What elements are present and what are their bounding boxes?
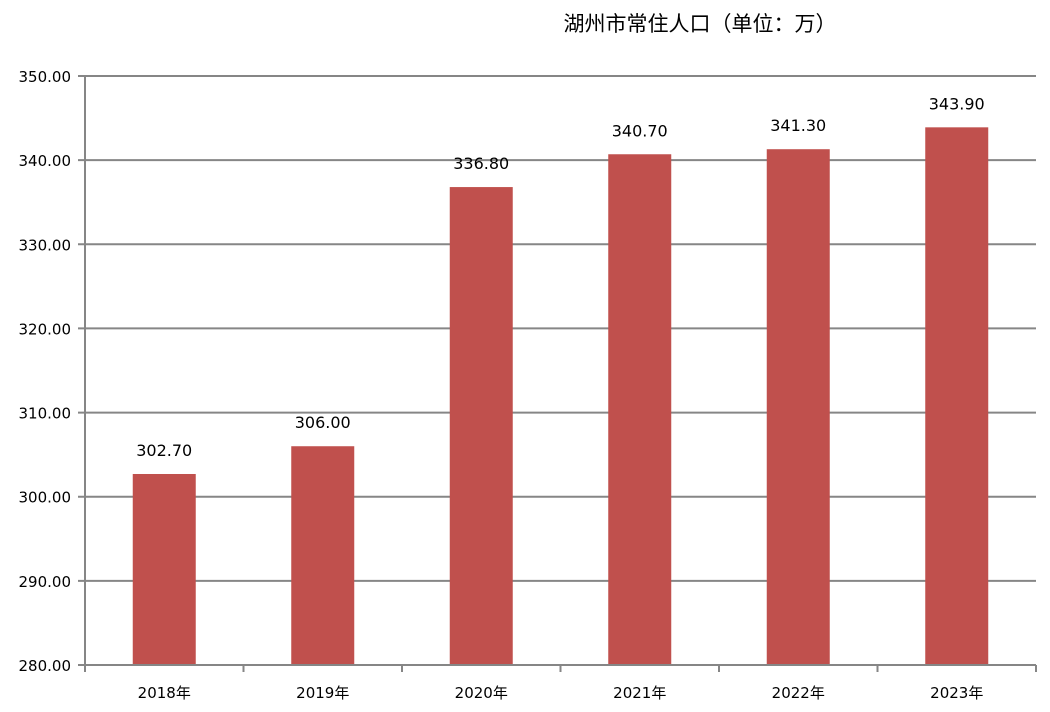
bar: [291, 446, 355, 665]
bar: [766, 149, 830, 665]
x-category-label: 2020年: [455, 684, 508, 702]
y-tick-label: 350.00: [19, 68, 72, 86]
y-tick-label: 280.00: [19, 657, 72, 675]
bar: [925, 127, 989, 665]
y-tick-label: 290.00: [19, 573, 72, 591]
x-category-label: 2022年: [772, 684, 825, 702]
y-tick-label: 320.00: [19, 320, 72, 338]
data-label: 341.30: [770, 116, 826, 135]
y-tick-label: 300.00: [19, 489, 72, 507]
y-tick-label: 310.00: [19, 405, 72, 423]
chart-title: 湖州市常住人口（单位：万）: [563, 12, 837, 36]
x-category-label: 2023年: [930, 684, 983, 702]
data-label: 302.70: [136, 441, 192, 460]
x-category-label: 2019年: [296, 684, 349, 702]
bar: [608, 154, 672, 665]
bar: [132, 473, 196, 665]
bar: [449, 187, 513, 665]
data-label: 343.90: [929, 94, 985, 113]
y-tick-label: 340.00: [19, 152, 72, 170]
data-label: 306.00: [295, 413, 351, 432]
x-category-label: 2018年: [138, 684, 191, 702]
y-tick-label: 330.00: [19, 236, 72, 254]
data-label: 336.80: [453, 154, 509, 173]
data-label: 340.70: [612, 121, 668, 140]
x-category-label: 2021年: [613, 684, 666, 702]
